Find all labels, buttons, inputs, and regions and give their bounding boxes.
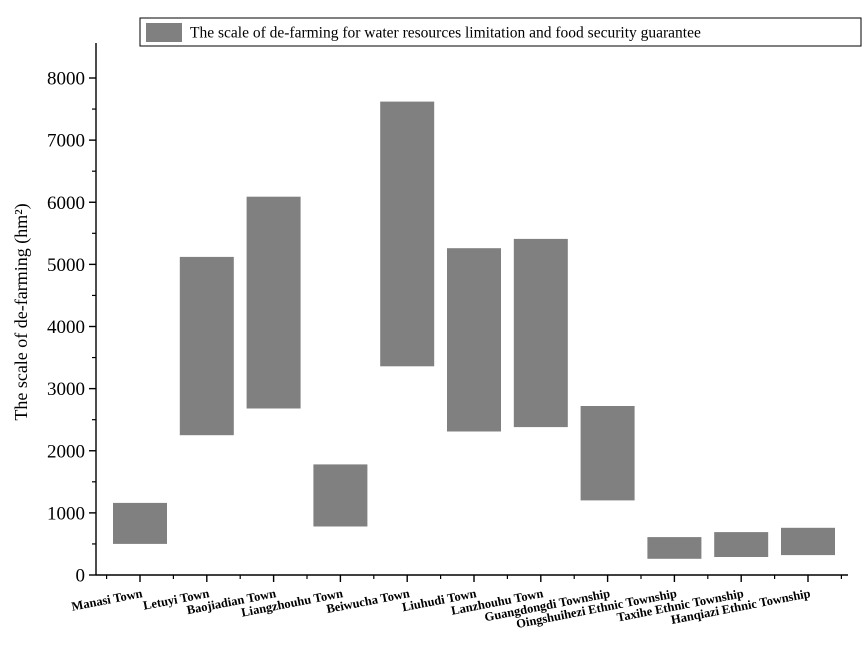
- legend-label: The scale of de-farming for water resour…: [190, 25, 701, 42]
- bar-lanzhouhu-town: [513, 238, 568, 428]
- bars-layer: [113, 101, 835, 559]
- legend-swatch: [146, 23, 182, 42]
- bar-beiwucha-town: [380, 101, 435, 367]
- bar-liuhudi-town: [447, 248, 501, 432]
- bar-oingshuihezi-ethnic-township: [647, 537, 702, 559]
- bar-liangzhouhu-town: [313, 464, 368, 527]
- y-ticks: 0 1000 2000 3000 4000 5000 6000 7000 8000: [47, 69, 96, 587]
- bar-taxihe-ethnic-township: [714, 532, 769, 557]
- legend-box: [139, 17, 862, 47]
- y-axis-label-group: The scale of de-farming (hm²): [11, 203, 32, 420]
- y-tick-label: 8000: [47, 69, 85, 90]
- y-tick-label: 1000: [47, 503, 85, 524]
- y-tick-label: 2000: [47, 441, 85, 462]
- y-axis-label: The scale of de-farming (hm²): [11, 203, 32, 420]
- axes-layer: [95, 43, 848, 576]
- x-tick-label: Manasi Town: [70, 586, 143, 613]
- bar-letuyi-town: [179, 256, 234, 436]
- bar-guangdongdi-township: [580, 406, 635, 501]
- y-tick-label: 5000: [47, 255, 85, 276]
- bar-hanqiazi-ethnic-township: [781, 527, 835, 556]
- y-tick-label: 0: [76, 566, 86, 587]
- y-tick-label: 3000: [47, 379, 85, 400]
- y-tick-label: 7000: [47, 131, 85, 152]
- y-tick-label: 4000: [47, 317, 85, 338]
- legend: The scale of de-farming for water resour…: [139, 17, 862, 47]
- bar-baojiadian-town: [246, 196, 301, 409]
- bar-manasi-town: [113, 502, 167, 544]
- y-tick-label: 6000: [47, 193, 85, 214]
